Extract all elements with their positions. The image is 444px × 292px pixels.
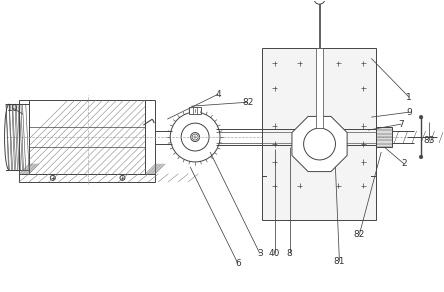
Text: 82: 82 — [242, 98, 254, 107]
Text: 3: 3 — [257, 249, 263, 258]
Bar — [376, 127, 392, 147]
Text: 10: 10 — [7, 104, 19, 113]
Text: 1: 1 — [406, 93, 412, 102]
Circle shape — [190, 133, 200, 142]
Circle shape — [181, 123, 209, 151]
Text: 2: 2 — [401, 159, 407, 168]
Text: 40: 40 — [269, 249, 281, 258]
Polygon shape — [292, 117, 347, 172]
Text: 6: 6 — [235, 259, 241, 268]
Text: 83: 83 — [423, 135, 435, 145]
Text: 81: 81 — [334, 257, 345, 266]
Bar — [267, 176, 371, 220]
Bar — [316, 48, 323, 128]
Bar — [145, 100, 155, 174]
Bar — [19, 174, 155, 182]
Bar — [313, 48, 325, 53]
Circle shape — [419, 155, 423, 159]
Text: 8: 8 — [287, 249, 293, 258]
Circle shape — [170, 112, 220, 162]
Bar — [29, 100, 145, 174]
Text: 82: 82 — [354, 230, 365, 239]
Circle shape — [304, 128, 336, 160]
Text: 9: 9 — [406, 108, 412, 117]
Bar — [189, 107, 201, 114]
Text: 7: 7 — [398, 120, 404, 128]
Bar — [262, 48, 376, 220]
Bar — [19, 100, 29, 174]
Circle shape — [419, 115, 423, 119]
Circle shape — [314, 0, 325, 4]
Text: 4: 4 — [215, 90, 221, 99]
